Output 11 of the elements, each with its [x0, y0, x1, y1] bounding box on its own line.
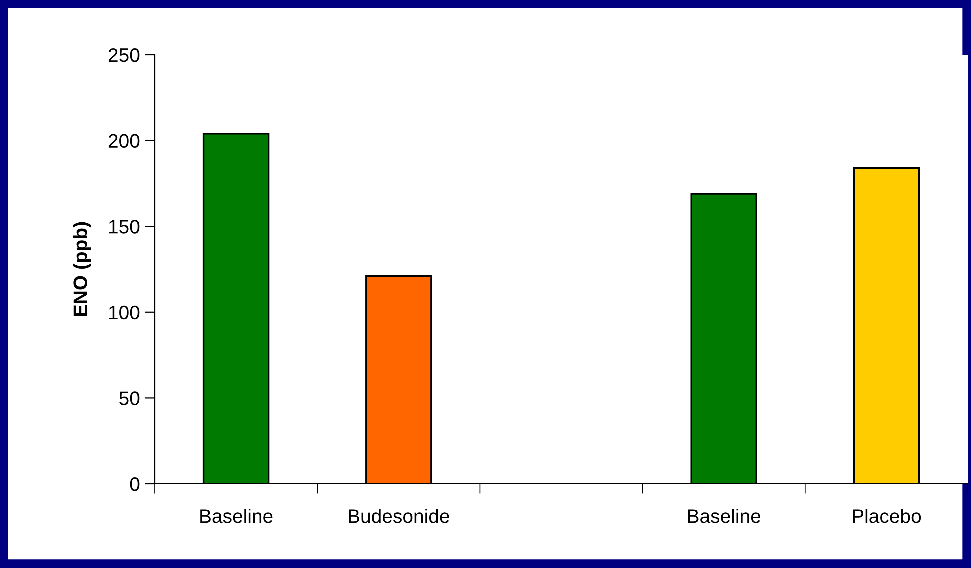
- x-tick-label: Placebo: [853, 509, 922, 524]
- y-tick-label: 200: [108, 134, 140, 148]
- y-tick-label: 250: [108, 48, 140, 62]
- y-axis-title: ENO (ppb): [73, 222, 92, 316]
- x-tick-label: Budesonide: [349, 509, 450, 524]
- y-tick-label: 50: [120, 392, 140, 406]
- x-tick-label: Baseline: [200, 509, 273, 524]
- y-tick-label: 0: [130, 477, 140, 492]
- x-tick-label: Baseline: [688, 509, 761, 524]
- y-tick-label: 150: [109, 220, 140, 234]
- y-tick-label: 100: [109, 306, 140, 320]
